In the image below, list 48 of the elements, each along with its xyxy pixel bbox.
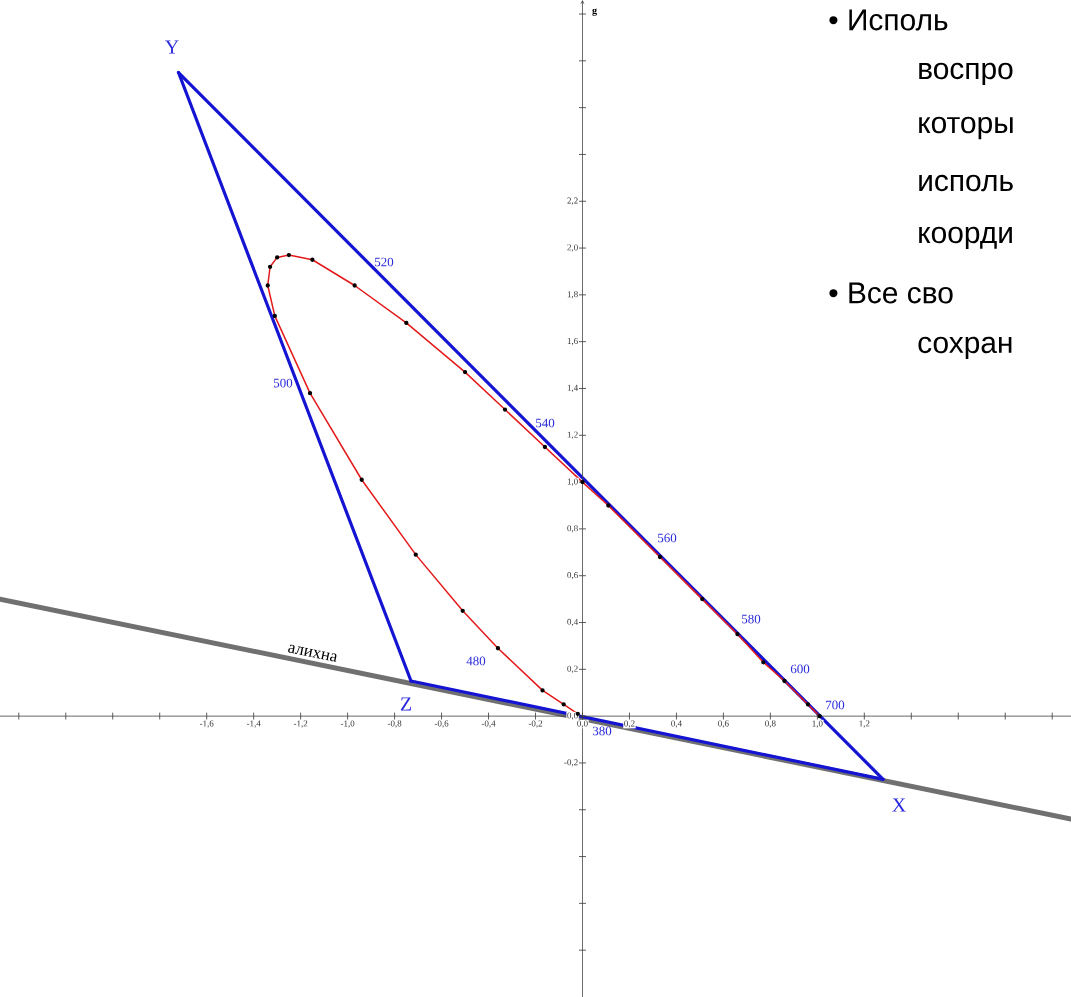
- annotation: которы: [919, 116, 1013, 140]
- x-tick-label: 0,2: [624, 720, 635, 728]
- y-tick-label: 1,2: [567, 431, 578, 439]
- annotation: 380: [592, 726, 612, 736]
- x-tick-label: 1,2: [859, 720, 870, 728]
- x-tick-label: -0,2: [528, 720, 543, 728]
- text: алихна: [288, 644, 337, 663]
- y-tick-label: 2,0: [567, 244, 578, 252]
- y-tick-label: 1,6: [567, 338, 578, 346]
- annotation: 480: [466, 656, 486, 666]
- annotation: исполь: [919, 174, 1013, 192]
- annotation: коорди: [919, 226, 1012, 250]
- y-tick-label: 1,0: [567, 478, 578, 486]
- annotation: 700: [826, 700, 845, 710]
- x-tick-label: -0,8: [387, 720, 402, 728]
- x-tick-label: -1,4: [246, 720, 261, 728]
- annotation: Z: [400, 697, 412, 711]
- x-tick-label: -1,0: [340, 720, 355, 728]
- x-tick-label: 0,6: [718, 720, 729, 728]
- annotation: воспро: [919, 62, 1013, 86]
- annotation: 540: [536, 418, 555, 428]
- x-tick-label: 0,0: [577, 720, 588, 728]
- x-tick-label: 0,8: [765, 720, 776, 728]
- annotation: X: [892, 798, 906, 812]
- annotation: сохран: [918, 336, 1012, 360]
- y-tick-label: 2,2: [567, 197, 578, 205]
- x-tick-label: -0,6: [434, 720, 449, 728]
- y-tick-label: 0,2: [567, 665, 578, 673]
- y-tick-label: 1,4: [567, 384, 579, 393]
- x-tick-label: 0,4: [671, 720, 682, 728]
- annotation: 500: [274, 378, 293, 388]
- x-tick-label: 1,0: [812, 720, 823, 728]
- annotation: 560: [658, 533, 677, 543]
- annotation: 520: [375, 257, 394, 267]
- y-tick-label: 0,6: [567, 572, 578, 580]
- annotation: 580: [742, 614, 761, 624]
- x-tick-label: -0,4: [481, 720, 496, 728]
- annotation: • Все сво: [829, 282, 953, 304]
- annotation: 600: [790, 664, 810, 674]
- x-tick-label: -1,2: [293, 720, 308, 728]
- y-tick-label: -0,2: [564, 759, 578, 767]
- x-tick-label: -1,6: [199, 720, 214, 728]
- y-tick-label: 0,8: [567, 525, 578, 533]
- y-tick-label: 0,4: [567, 618, 579, 627]
- y-axis-title: g: [592, 8, 597, 16]
- annotation: Y: [165, 40, 179, 54]
- y-tick-label: 1,8: [567, 291, 578, 299]
- annotation: • Исполь: [829, 9, 948, 31]
